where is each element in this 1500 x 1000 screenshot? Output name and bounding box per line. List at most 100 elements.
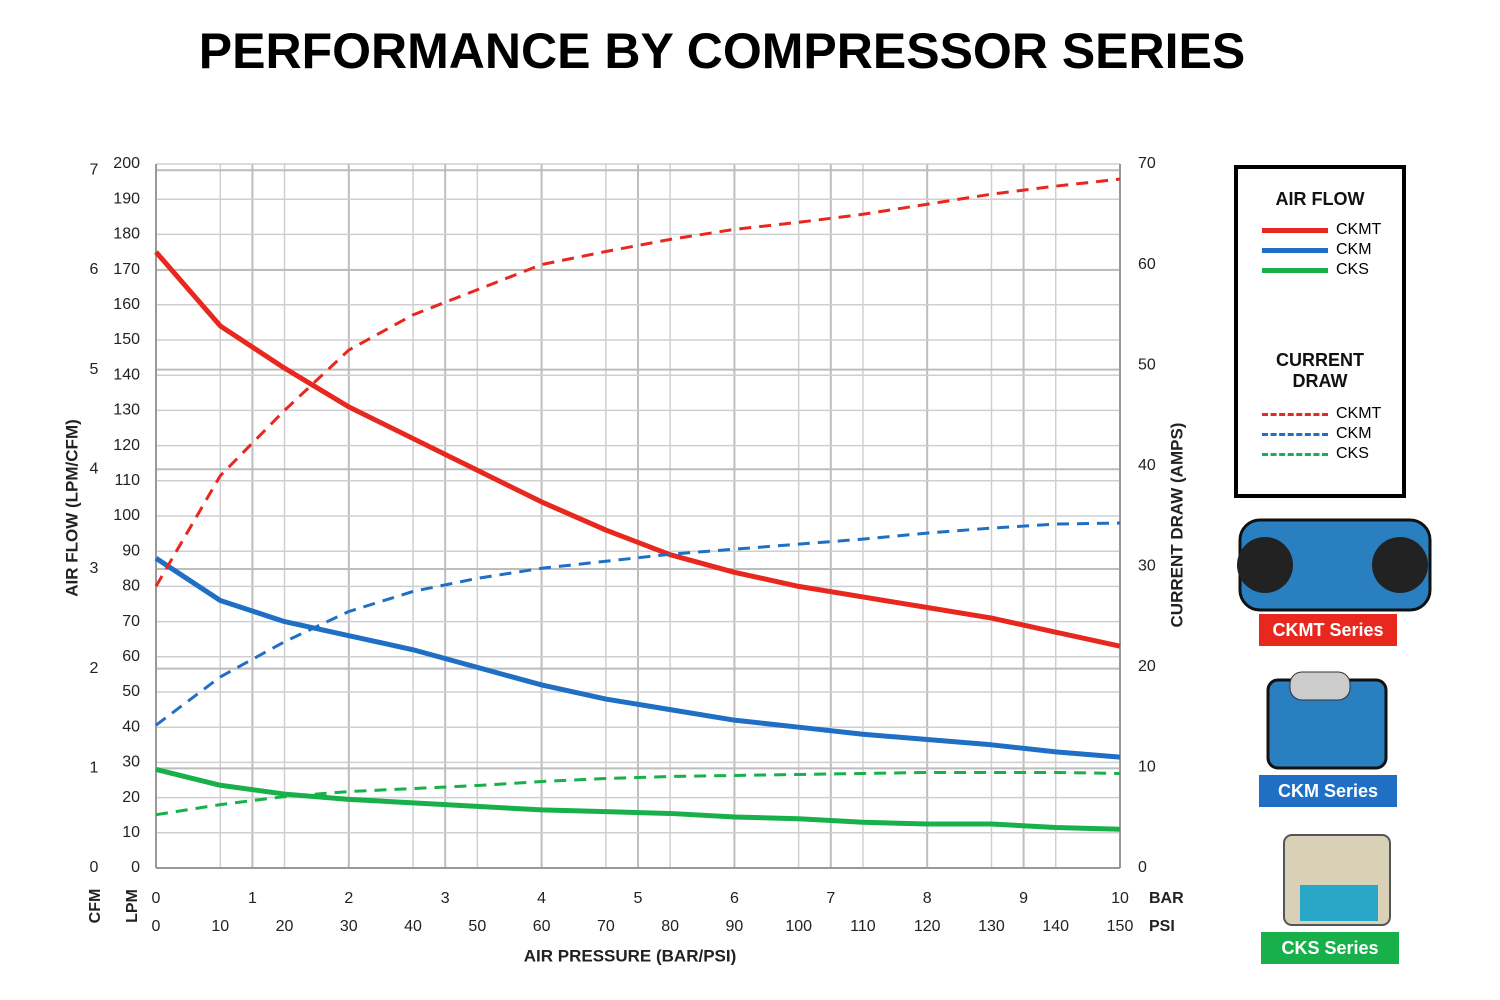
legend-title: AIR FLOW	[1275, 189, 1365, 209]
y2-tick-label: 30	[1138, 558, 1156, 575]
x-tick-label: 60	[533, 918, 551, 935]
legend-label: CKMT	[1336, 221, 1382, 238]
product-image	[1300, 885, 1378, 921]
y2-tick-label: 70	[1138, 155, 1156, 172]
x-tick-label: 40	[404, 918, 422, 935]
legend-group: CKMT CKM CKS	[1238, 404, 1402, 464]
y-tick-label: 10	[122, 824, 140, 841]
x-tick-label: 10	[211, 918, 229, 935]
legend-swatch	[1262, 267, 1328, 273]
product-label: CKS Series	[1261, 932, 1399, 964]
x-tick-label: 80	[661, 918, 679, 935]
legend-group: CKMT CKM CKS	[1238, 220, 1402, 280]
y-tick-label: 180	[113, 226, 140, 243]
y-tick-label: 200	[113, 155, 140, 172]
x2-tick-label: 6	[730, 890, 739, 907]
x-axis-label: AIR PRESSURE (BAR/PSI)	[524, 946, 737, 965]
legend: AIR FLOW CKMT CKM CKS CURRENT DRAW CKMT CKM…	[1234, 165, 1406, 498]
x2-tick-label: 2	[344, 890, 353, 907]
cfm-tick-label: 5	[90, 361, 99, 378]
cfm-unit: CFM	[87, 889, 104, 924]
x2-tick-label: 3	[441, 890, 450, 907]
bar-unit: BAR	[1149, 890, 1184, 907]
x2-tick-label: 0	[152, 890, 161, 907]
product-label: CKM Series	[1259, 775, 1397, 807]
cfm-tick-label: 7	[90, 161, 99, 178]
legend-swatch	[1262, 247, 1328, 253]
y-tick-label: 170	[113, 261, 140, 278]
cfm-tick-label: 2	[90, 660, 99, 677]
y-tick-label: 140	[113, 366, 140, 383]
x-tick-label: 30	[340, 918, 358, 935]
y-tick-label: 80	[122, 578, 140, 595]
line	[154, 556, 1121, 760]
x2-tick-label: 10	[1111, 890, 1129, 907]
x-tick-label: 150	[1107, 918, 1134, 935]
legend-label: CKMT	[1336, 405, 1382, 422]
legend-title: CURRENT DRAW	[1276, 350, 1364, 391]
x2-tick-label: 5	[634, 890, 643, 907]
y-tick-label: 50	[122, 683, 140, 700]
y2-tick-label: 50	[1138, 356, 1156, 373]
y-tick-label: 120	[113, 437, 140, 454]
dashed-line	[155, 770, 1121, 817]
legend-swatch	[1262, 412, 1328, 416]
y-tick-label: 30	[122, 754, 140, 771]
legend-entry: CKS	[1262, 260, 1402, 280]
lpm-unit: LPM	[124, 889, 141, 923]
product-image	[1237, 537, 1293, 593]
x2-tick-label: 7	[826, 890, 835, 907]
y-tick-label: 160	[113, 296, 140, 313]
cfm-tick-label: 3	[90, 560, 99, 577]
legend-label: CKM	[1336, 425, 1372, 442]
legend-swatch	[1262, 227, 1328, 233]
line	[154, 250, 1121, 649]
product-image	[1372, 537, 1428, 593]
x-tick-label: 0	[152, 918, 161, 935]
cfm-tick-label: 4	[90, 461, 99, 478]
x2-tick-label: 1	[248, 890, 257, 907]
y-tick-label: 150	[113, 331, 140, 348]
y-tick-label: 130	[113, 402, 140, 419]
cfm-tick-label: 1	[90, 760, 99, 777]
x-tick-label: 100	[785, 918, 812, 935]
legend-swatch	[1262, 432, 1328, 436]
psi-unit: PSI	[1149, 918, 1175, 935]
legend-entry: CKMT	[1262, 404, 1402, 424]
dashed-line	[155, 521, 1121, 727]
product-images	[1237, 518, 1432, 926]
x-tick-label: 20	[276, 918, 294, 935]
y-tick-label: 70	[122, 613, 140, 630]
y-tick-label: 110	[114, 472, 140, 489]
legend-entry: CKMT	[1262, 220, 1402, 240]
y2-tick-label: 60	[1138, 256, 1156, 273]
x2-tick-label: 9	[1019, 890, 1028, 907]
y2-axis-label: CURRENT DRAW (AMPS)	[1167, 423, 1186, 628]
legend-label: CKS	[1336, 261, 1369, 278]
y-tick-label: 190	[113, 190, 140, 207]
x-tick-label: 90	[726, 918, 744, 935]
line	[155, 767, 1121, 832]
y2-tick-label: 0	[1138, 859, 1147, 876]
y2-tick-label: 20	[1138, 658, 1156, 675]
y-tick-label: 90	[122, 542, 140, 559]
legend-label: CKM	[1336, 241, 1372, 258]
cfm-tick-label: 6	[90, 261, 99, 278]
x-tick-label: 110	[850, 918, 876, 935]
y2-tick-label: 10	[1138, 759, 1156, 776]
x-tick-label: 70	[597, 918, 615, 935]
dashed-line	[154, 177, 1121, 588]
x2-tick-label: 8	[923, 890, 932, 907]
y2-tick-label: 40	[1138, 457, 1156, 474]
y-tick-label: 60	[122, 648, 140, 665]
legend-entry: CKS	[1262, 444, 1402, 464]
cfm-tick-label: 0	[90, 859, 99, 876]
legend-entry: CKM	[1262, 424, 1402, 444]
x2-tick-label: 4	[537, 890, 546, 907]
y-axis-label: AIR FLOW (LPM/CFM)	[62, 419, 81, 597]
x-tick-label: 120	[914, 918, 941, 935]
product-label: CKMT Series	[1259, 614, 1397, 646]
legend-swatch	[1262, 452, 1328, 456]
